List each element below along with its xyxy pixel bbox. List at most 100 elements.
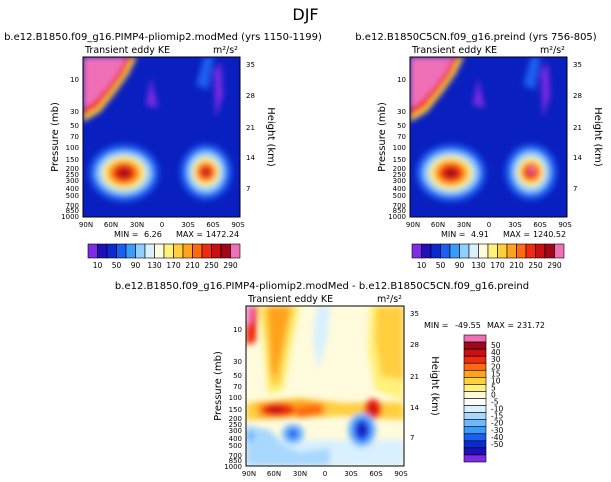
panel-a-max-label: MAX = (176, 230, 203, 239)
panel-a-field (83, 57, 240, 217)
colorbar-swatch (201, 243, 212, 259)
panel-b: b.e12.B1850C5CN.f09_g16.preind (yrs 756-… (355, 32, 603, 270)
panel-c-xtick: 90S (394, 470, 408, 478)
colorbar-swatch (211, 243, 222, 259)
panel-c-xtick: 60S (369, 470, 383, 478)
panel-a-yright: 35 28 21 14 7 (246, 61, 255, 193)
colorbar-swatch (516, 243, 527, 259)
colorbar-label: -40 (491, 433, 503, 442)
colorbar-label: 210 (185, 261, 200, 270)
colorbar-swatch (97, 243, 108, 259)
panel-b-yright: 35 28 21 14 7 (573, 61, 582, 193)
colorbar-label: 170 (490, 261, 505, 270)
colorbar-swatch (463, 454, 487, 463)
colorbar-label: -50 (491, 440, 503, 449)
panel-c-max-value: 231.72 (517, 321, 545, 330)
panel-c-subtitle: Transient eddy KE (247, 294, 333, 305)
colorbar-label: 50 (112, 261, 122, 270)
panel-b-ytick: 850 (393, 207, 406, 215)
panel-c-max-label: MAX = (487, 321, 514, 330)
panel-b-subtitle: Transient eddy KE (411, 45, 497, 56)
colorbar-swatch (220, 243, 231, 259)
panel-b-ytick-right: 14 (573, 154, 582, 162)
colorbar-swatch (463, 362, 487, 371)
colorbar-label: 290 (547, 261, 562, 270)
colorbar-swatch (468, 243, 479, 259)
panel-b-ytick: 30 (397, 108, 406, 116)
colorbar-label: 50 (491, 341, 501, 350)
panel-b-ytick: 10 (397, 76, 406, 84)
panel-c: b.e12.B1850.f09_g16.PIMP4-pliomip2.modMe… (115, 281, 545, 478)
panel-a-ytick-right: 14 (246, 154, 255, 162)
colorbar-swatch (463, 426, 487, 435)
panel-b-ytick: 70 (397, 133, 406, 141)
colorbar-swatch (463, 440, 487, 449)
panel-c-yright: 35 28 21 14 7 (410, 310, 419, 442)
colorbar-label: 10 (491, 376, 501, 385)
colorbar-swatch (163, 243, 174, 259)
panel-c-ytick: 850 (229, 457, 242, 465)
panel-a-ytick-right: 7 (246, 185, 250, 193)
panel-b-ytick: 1000 (388, 213, 406, 221)
colorbar-swatch (463, 447, 487, 456)
colorbar-swatch (135, 243, 146, 259)
panel-a-ytick: 30 (70, 108, 79, 116)
colorbar-swatch (463, 369, 487, 378)
panel-a-ytick: 70 (70, 133, 79, 141)
panel-a-ytick-right: 28 (246, 92, 255, 100)
panel-c-ytick: 300 (229, 427, 242, 435)
colorbar-swatch (463, 391, 487, 399)
panel-b-xtick: 30N (457, 221, 471, 229)
panel-a-ytick: 400 (66, 185, 79, 193)
colorbar-label: 15 (491, 369, 501, 378)
colorbar-swatch (554, 243, 565, 259)
colorbar-label: 10 (417, 261, 427, 270)
panel-b-ytick: 700 (393, 202, 406, 210)
colorbar-swatch (144, 243, 155, 259)
colorbar-swatch (449, 243, 460, 259)
panel-c-ytick: 250 (229, 421, 242, 429)
colorbar-swatch (182, 243, 193, 259)
colorbar-swatch (463, 348, 487, 357)
colorbar-swatch (459, 243, 470, 259)
panel-b-xtick: 0 (487, 221, 491, 229)
panel-a: b.e12.B1850.f09_g16.PIMP4-pliomip2.modMe… (4, 32, 322, 270)
colorbar-swatch (463, 433, 487, 442)
colorbar-swatch (106, 243, 117, 259)
colorbar-label: 290 (223, 261, 238, 270)
panel-b-field (410, 57, 567, 217)
panel-a-title: b.e12.B1850.f09_g16.PIMP4-pliomip2.modMe… (4, 32, 322, 43)
panel-c-ylabel-right: Height (km) (429, 356, 440, 416)
panel-a-ytick: 300 (66, 177, 79, 185)
colorbar-swatch (463, 405, 487, 413)
panel-b-ylabel: Pressure (mb) (377, 102, 388, 172)
panel-b-max-value: 1240.52 (533, 230, 566, 239)
colorbar-label: 20 (491, 362, 501, 371)
panel-a-subtitle: Transient eddy KE (84, 45, 170, 56)
panel-c-ytick: 1000 (224, 463, 242, 471)
panel-b-max-label: MAX = (503, 230, 530, 239)
panel-a-ytick-right: 35 (246, 61, 255, 69)
panel-a-xlabels: 90N 60N 30N 0 30S 60S 90S (79, 221, 245, 229)
panel-a-ylabels: 10 30 50 70 100 150 200 250 300 400 500 … (61, 76, 79, 221)
colorbar-swatch (192, 243, 203, 259)
panel-b-ytick-right: 21 (573, 124, 582, 132)
colorbar-label: 210 (509, 261, 524, 270)
colorbar-label: 130 (147, 261, 162, 270)
colorbar-swatch (463, 341, 487, 350)
panel-a-ytick: 1000 (61, 213, 79, 221)
panel-a-max-value: 1472.24 (206, 230, 239, 239)
panel-c-ytick: 700 (229, 452, 242, 460)
panel-a-ytick: 150 (66, 156, 79, 164)
panel-b-xtick: 30S (508, 221, 522, 229)
panel-a-ytick: 200 (66, 165, 79, 173)
panel-b-ytick-right: 28 (573, 92, 582, 100)
panel-a-ytick: 10 (70, 76, 79, 84)
panel-b-ytick: 200 (393, 165, 406, 173)
panel-c-xlabels: 90N 60N 30N 0 30S 60S 90S (242, 470, 408, 478)
panel-b-colorbar: 10 50 90 130 170 210 250 290 (411, 243, 565, 270)
colorbar-label: 250 (528, 261, 543, 270)
panel-b-units: m²/s² (540, 45, 565, 56)
panel-c-ytick-right: 21 (410, 373, 419, 381)
panel-b-ytick: 50 (397, 122, 406, 130)
